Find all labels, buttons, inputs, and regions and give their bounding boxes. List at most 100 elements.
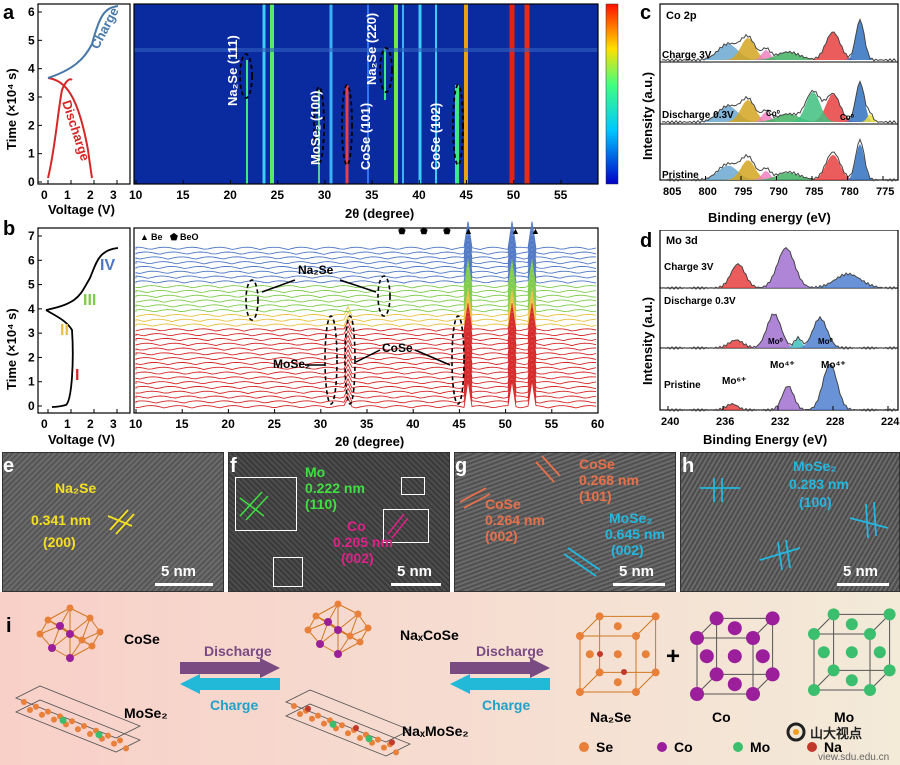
panel-label-g: g bbox=[455, 455, 468, 477]
xrd-pattern bbox=[135, 231, 597, 260]
i-naxcose-cluster-atom bbox=[334, 600, 342, 608]
legend-be: Be bbox=[151, 232, 163, 242]
i-mose2-slab-se bbox=[33, 703, 39, 710]
i-mose2-slab-se bbox=[21, 699, 27, 705]
c-x-label: 800 bbox=[699, 186, 717, 198]
tem-panel-h: MoSe₂ 0.283 nm (100) 5 nm bbox=[680, 452, 900, 592]
c-co0-a: Co⁰ bbox=[766, 109, 781, 118]
i-mose2-slab-se bbox=[75, 726, 81, 733]
a-theta-label: 40 bbox=[412, 188, 426, 202]
xps-co-peak bbox=[662, 32, 896, 60]
d-mo6: Mo⁶⁺ bbox=[722, 376, 746, 387]
b-theta-label: 35 bbox=[360, 417, 374, 431]
xrd-pattern bbox=[135, 250, 597, 279]
xrd-pattern bbox=[135, 327, 597, 356]
xps-co-peak bbox=[662, 52, 896, 60]
i-na2se-cube-atom bbox=[576, 632, 584, 640]
heatmap-line bbox=[384, 48, 386, 100]
a-theta-label: 55 bbox=[554, 188, 568, 202]
i-naxcose-cluster-bond bbox=[337, 641, 361, 655]
i-co: Co bbox=[712, 709, 731, 725]
tem-panel-f: Mo 0.222 nm (110) Co 0.205 nm (002) 5 nm bbox=[228, 452, 450, 592]
f-co-d: 0.205 nm bbox=[333, 534, 393, 550]
tem-panel-g: CoSe 0.268 nm (101) CoSe 0.264 nm (002) … bbox=[454, 452, 676, 592]
i-charge-arrow-1 bbox=[180, 674, 280, 694]
heatmap-bg bbox=[134, 4, 598, 184]
i-discharge-arrow-1 bbox=[180, 658, 280, 678]
stage-I: I bbox=[75, 367, 79, 384]
xps-co-peak bbox=[662, 44, 896, 60]
panel-c-ylabel: Intensity (a.u.) bbox=[640, 72, 655, 160]
discharge-curve-b bbox=[47, 77, 93, 179]
a-theta-label: 15 bbox=[176, 188, 190, 202]
e-hkl: (200) bbox=[43, 534, 76, 550]
b-y-label: 7 bbox=[28, 229, 35, 243]
i-naxcose-cluster-atom bbox=[346, 632, 354, 640]
svg-text:▲: ▲ bbox=[140, 232, 149, 242]
i-mose2: MoSe₂ bbox=[124, 705, 168, 721]
xps-co-envelope bbox=[661, 80, 897, 124]
panel-a-theta-xlabel: 2θ (degree) bbox=[345, 206, 414, 221]
i-mose2-slab-se bbox=[123, 745, 129, 752]
d-x-label: 240 bbox=[661, 416, 679, 428]
f-mo: Mo bbox=[305, 464, 326, 480]
xrd-pattern bbox=[135, 365, 597, 395]
i-mose2-slab-mo bbox=[95, 731, 103, 739]
panel-label-e: e bbox=[3, 455, 15, 477]
i-naxcose-cluster-atom bbox=[334, 626, 342, 634]
xrd-pattern bbox=[135, 283, 597, 313]
xrd-pattern bbox=[135, 312, 597, 342]
panel-a-yticks: 0 1 2 3 4 5 6 bbox=[28, 5, 42, 189]
b-v-label: 3 bbox=[110, 417, 117, 431]
i-co-cube-atom bbox=[727, 649, 742, 664]
panel-d-xlabel: Binding Energy (eV) bbox=[703, 432, 827, 447]
xrd-pattern bbox=[135, 226, 597, 255]
heatmap-line bbox=[367, 4, 369, 184]
xps-co-peak bbox=[662, 165, 896, 180]
xrd-pattern bbox=[135, 336, 597, 366]
i-legend-co: Co bbox=[674, 739, 693, 755]
i-naxcose-cluster-atom bbox=[316, 640, 324, 648]
panel-d-ylabel: Intensity (a.u.) bbox=[640, 297, 655, 385]
i-co-cube-atom bbox=[709, 611, 724, 626]
i-co-cube-atom bbox=[765, 667, 780, 682]
a-v-label: 1 bbox=[64, 188, 71, 202]
xrd-pattern bbox=[135, 264, 597, 294]
i-naxmose2-slab-se bbox=[315, 712, 321, 719]
h-scalebar bbox=[837, 583, 889, 586]
i-legend-na: Na bbox=[824, 739, 842, 755]
i-naxcose-cluster-atom bbox=[304, 626, 312, 634]
i-mose2-slab-se bbox=[39, 711, 45, 718]
c-x-label: 780 bbox=[841, 186, 859, 198]
i-mo-cube-atom bbox=[883, 664, 896, 677]
i-naxcose-cluster-atom bbox=[364, 624, 372, 632]
b-v-label: 0 bbox=[41, 417, 48, 431]
a-y-label: 0 bbox=[28, 175, 35, 189]
b-v-label: 2 bbox=[87, 417, 94, 431]
e-d: 0.341 nm bbox=[31, 512, 91, 528]
b-theta-label: 15 bbox=[175, 417, 189, 431]
e-scalebar bbox=[155, 583, 213, 586]
xrd-pattern bbox=[135, 355, 597, 385]
b-theta-label: 60 bbox=[591, 417, 605, 431]
c-x-label: 795 bbox=[734, 186, 752, 198]
i-mose2-slab-se bbox=[45, 708, 51, 715]
i-mo: Mo bbox=[834, 709, 854, 725]
i-na2se-cube-edge bbox=[579, 672, 600, 693]
watermark-logo bbox=[786, 722, 806, 742]
xps-co-envelope bbox=[661, 18, 897, 62]
e-phase: Na₂Se bbox=[55, 480, 97, 496]
heatmap-frame bbox=[133, 3, 599, 185]
b-y-label: 1 bbox=[28, 375, 35, 389]
panel-label-h: h bbox=[682, 455, 695, 477]
i-mose2-slab-se bbox=[87, 731, 93, 737]
i-na2se-cube-atom bbox=[613, 650, 622, 659]
xrd-pattern bbox=[135, 293, 597, 323]
panel-label-a: a bbox=[3, 2, 15, 24]
i-mo-cube-atom bbox=[883, 608, 896, 621]
a-y-label: 1 bbox=[28, 147, 35, 161]
i-naxmose2-slab-cell bbox=[285, 703, 411, 757]
panel-d-title: Mo 3d bbox=[666, 235, 698, 247]
h-hkl: (100) bbox=[799, 494, 832, 510]
i-co-cube-atom bbox=[727, 621, 742, 636]
